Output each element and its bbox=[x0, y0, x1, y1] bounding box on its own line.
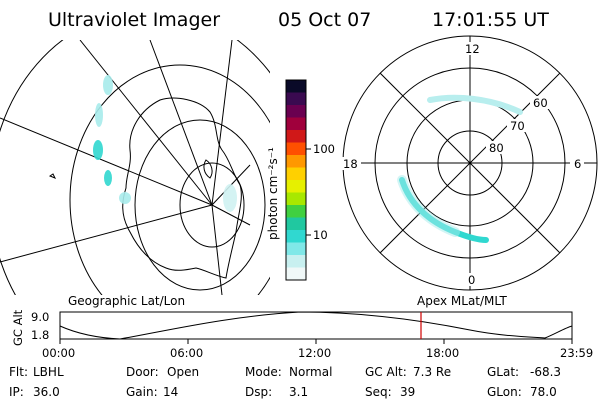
lat-circle bbox=[0, 40, 270, 295]
colorbar-frame bbox=[285, 79, 307, 281]
colorbar-swatch bbox=[286, 92, 306, 106]
colorbar-swatch bbox=[286, 205, 306, 218]
colorbar-unit-label: photon cm⁻²s⁻¹ bbox=[266, 147, 280, 240]
colorbar-swatch bbox=[286, 80, 306, 93]
colorbar-swatch bbox=[286, 167, 306, 181]
mlt-label-dusk: 18 bbox=[343, 157, 358, 171]
lon-line bbox=[211, 204, 251, 226]
colorbar-tick-label: 10 bbox=[313, 228, 328, 242]
app-title: Ultraviolet Imager bbox=[48, 9, 220, 31]
geographic-map bbox=[0, 40, 270, 295]
mlt-label-midnight: 0 bbox=[468, 273, 475, 287]
lat-circle bbox=[69, 64, 270, 295]
time-tick-label: 06:00 bbox=[170, 346, 203, 360]
colorbar-swatch bbox=[286, 230, 306, 243]
colorbar-tick-label: 100 bbox=[313, 142, 335, 156]
status-seq-label: Seq: bbox=[365, 385, 392, 399]
status-mode-label: Mode: bbox=[245, 365, 282, 379]
mlat-label: 80 bbox=[489, 141, 504, 155]
mlt-label-dawn: 6 bbox=[574, 157, 581, 171]
time-readout: 17:01:55 UT bbox=[432, 9, 549, 31]
status-panel: Flt: LBHL Door: Open Mode: Normal GC Alt… bbox=[9, 365, 561, 399]
status-seq-value: 39 bbox=[400, 385, 415, 399]
lon-line bbox=[211, 204, 223, 295]
status-glon-value: 78.0 bbox=[530, 385, 557, 399]
polar-plot bbox=[342, 35, 598, 291]
coastline bbox=[203, 159, 213, 179]
status-gcalt-value: 7.3 Re bbox=[413, 365, 451, 379]
mlt-label-noon: 12 bbox=[465, 42, 480, 56]
colorbar-swatch bbox=[286, 267, 306, 281]
colorbar-swatch bbox=[286, 192, 306, 206]
status-glat-value: -68.3 bbox=[530, 365, 561, 379]
colorbar-swatch bbox=[286, 142, 306, 156]
colorbar-swatch bbox=[286, 105, 306, 118]
status-gain-value: 14 bbox=[163, 385, 178, 399]
lon-line bbox=[79, 40, 213, 206]
mlat-label: 70 bbox=[510, 119, 525, 133]
lat-circle bbox=[179, 162, 245, 248]
colorbar-swatch bbox=[286, 255, 306, 268]
lon-line bbox=[0, 204, 213, 263]
polar-panel-label: Apex MLat/MLT bbox=[417, 294, 507, 308]
aurora-emission bbox=[93, 75, 237, 212]
status-glon-label: GLon: bbox=[487, 385, 522, 399]
time-tick-label: 18:00 bbox=[426, 346, 459, 360]
status-ip-label: IP: bbox=[9, 385, 24, 399]
colorbar-swatch bbox=[286, 117, 306, 131]
time-tick-label: 00:00 bbox=[42, 346, 75, 360]
colorbar-swatch bbox=[286, 217, 306, 231]
altitude-strip: 9.0 1.8 GC Alt 00:00 06:00 12:00 18:00 2… bbox=[11, 309, 593, 360]
coastline bbox=[48, 173, 57, 179]
colorbar-swatch bbox=[286, 180, 306, 193]
time-tick-label: 12:00 bbox=[298, 346, 331, 360]
status-door-value: Open bbox=[167, 365, 199, 379]
altitude-frame bbox=[59, 311, 573, 340]
altitude-axis-label: GC Alt bbox=[11, 309, 25, 346]
lon-line bbox=[0, 117, 213, 206]
status-ip-value: 36.0 bbox=[33, 385, 60, 399]
status-mode-value: Normal bbox=[289, 365, 332, 379]
status-door-label: Door: bbox=[126, 365, 159, 379]
time-tick-label: 23:59 bbox=[560, 346, 593, 360]
colorbar-swatch bbox=[286, 242, 306, 256]
status-flt-value: LBHL bbox=[33, 365, 64, 379]
colorbar bbox=[286, 80, 306, 281]
geo-panel-label: Geographic Lat/Lon bbox=[68, 294, 185, 308]
colorbar-swatch bbox=[286, 155, 306, 168]
status-glat-label: GLat: bbox=[487, 365, 519, 379]
status-gain-label: Gain: bbox=[126, 385, 158, 399]
status-gcalt-label: GC Alt: bbox=[365, 365, 407, 379]
polar-aurora bbox=[397, 94, 523, 243]
status-dsp-value: 3.1 bbox=[289, 385, 308, 399]
status-flt-label: Flt: bbox=[9, 365, 28, 379]
lon-line bbox=[211, 40, 233, 206]
altitude-ymax: 9.0 bbox=[31, 310, 49, 324]
date-readout: 05 Oct 07 bbox=[278, 9, 371, 31]
altitude-ymin: 1.8 bbox=[31, 328, 49, 342]
mlat-label: 60 bbox=[533, 96, 548, 110]
coastline bbox=[122, 97, 242, 279]
lat-circle bbox=[134, 119, 266, 291]
altitude-curve bbox=[59, 311, 573, 340]
colorbar-swatch bbox=[286, 130, 306, 143]
status-dsp-label: Dsp: bbox=[245, 385, 272, 399]
lon-line bbox=[149, 40, 213, 206]
